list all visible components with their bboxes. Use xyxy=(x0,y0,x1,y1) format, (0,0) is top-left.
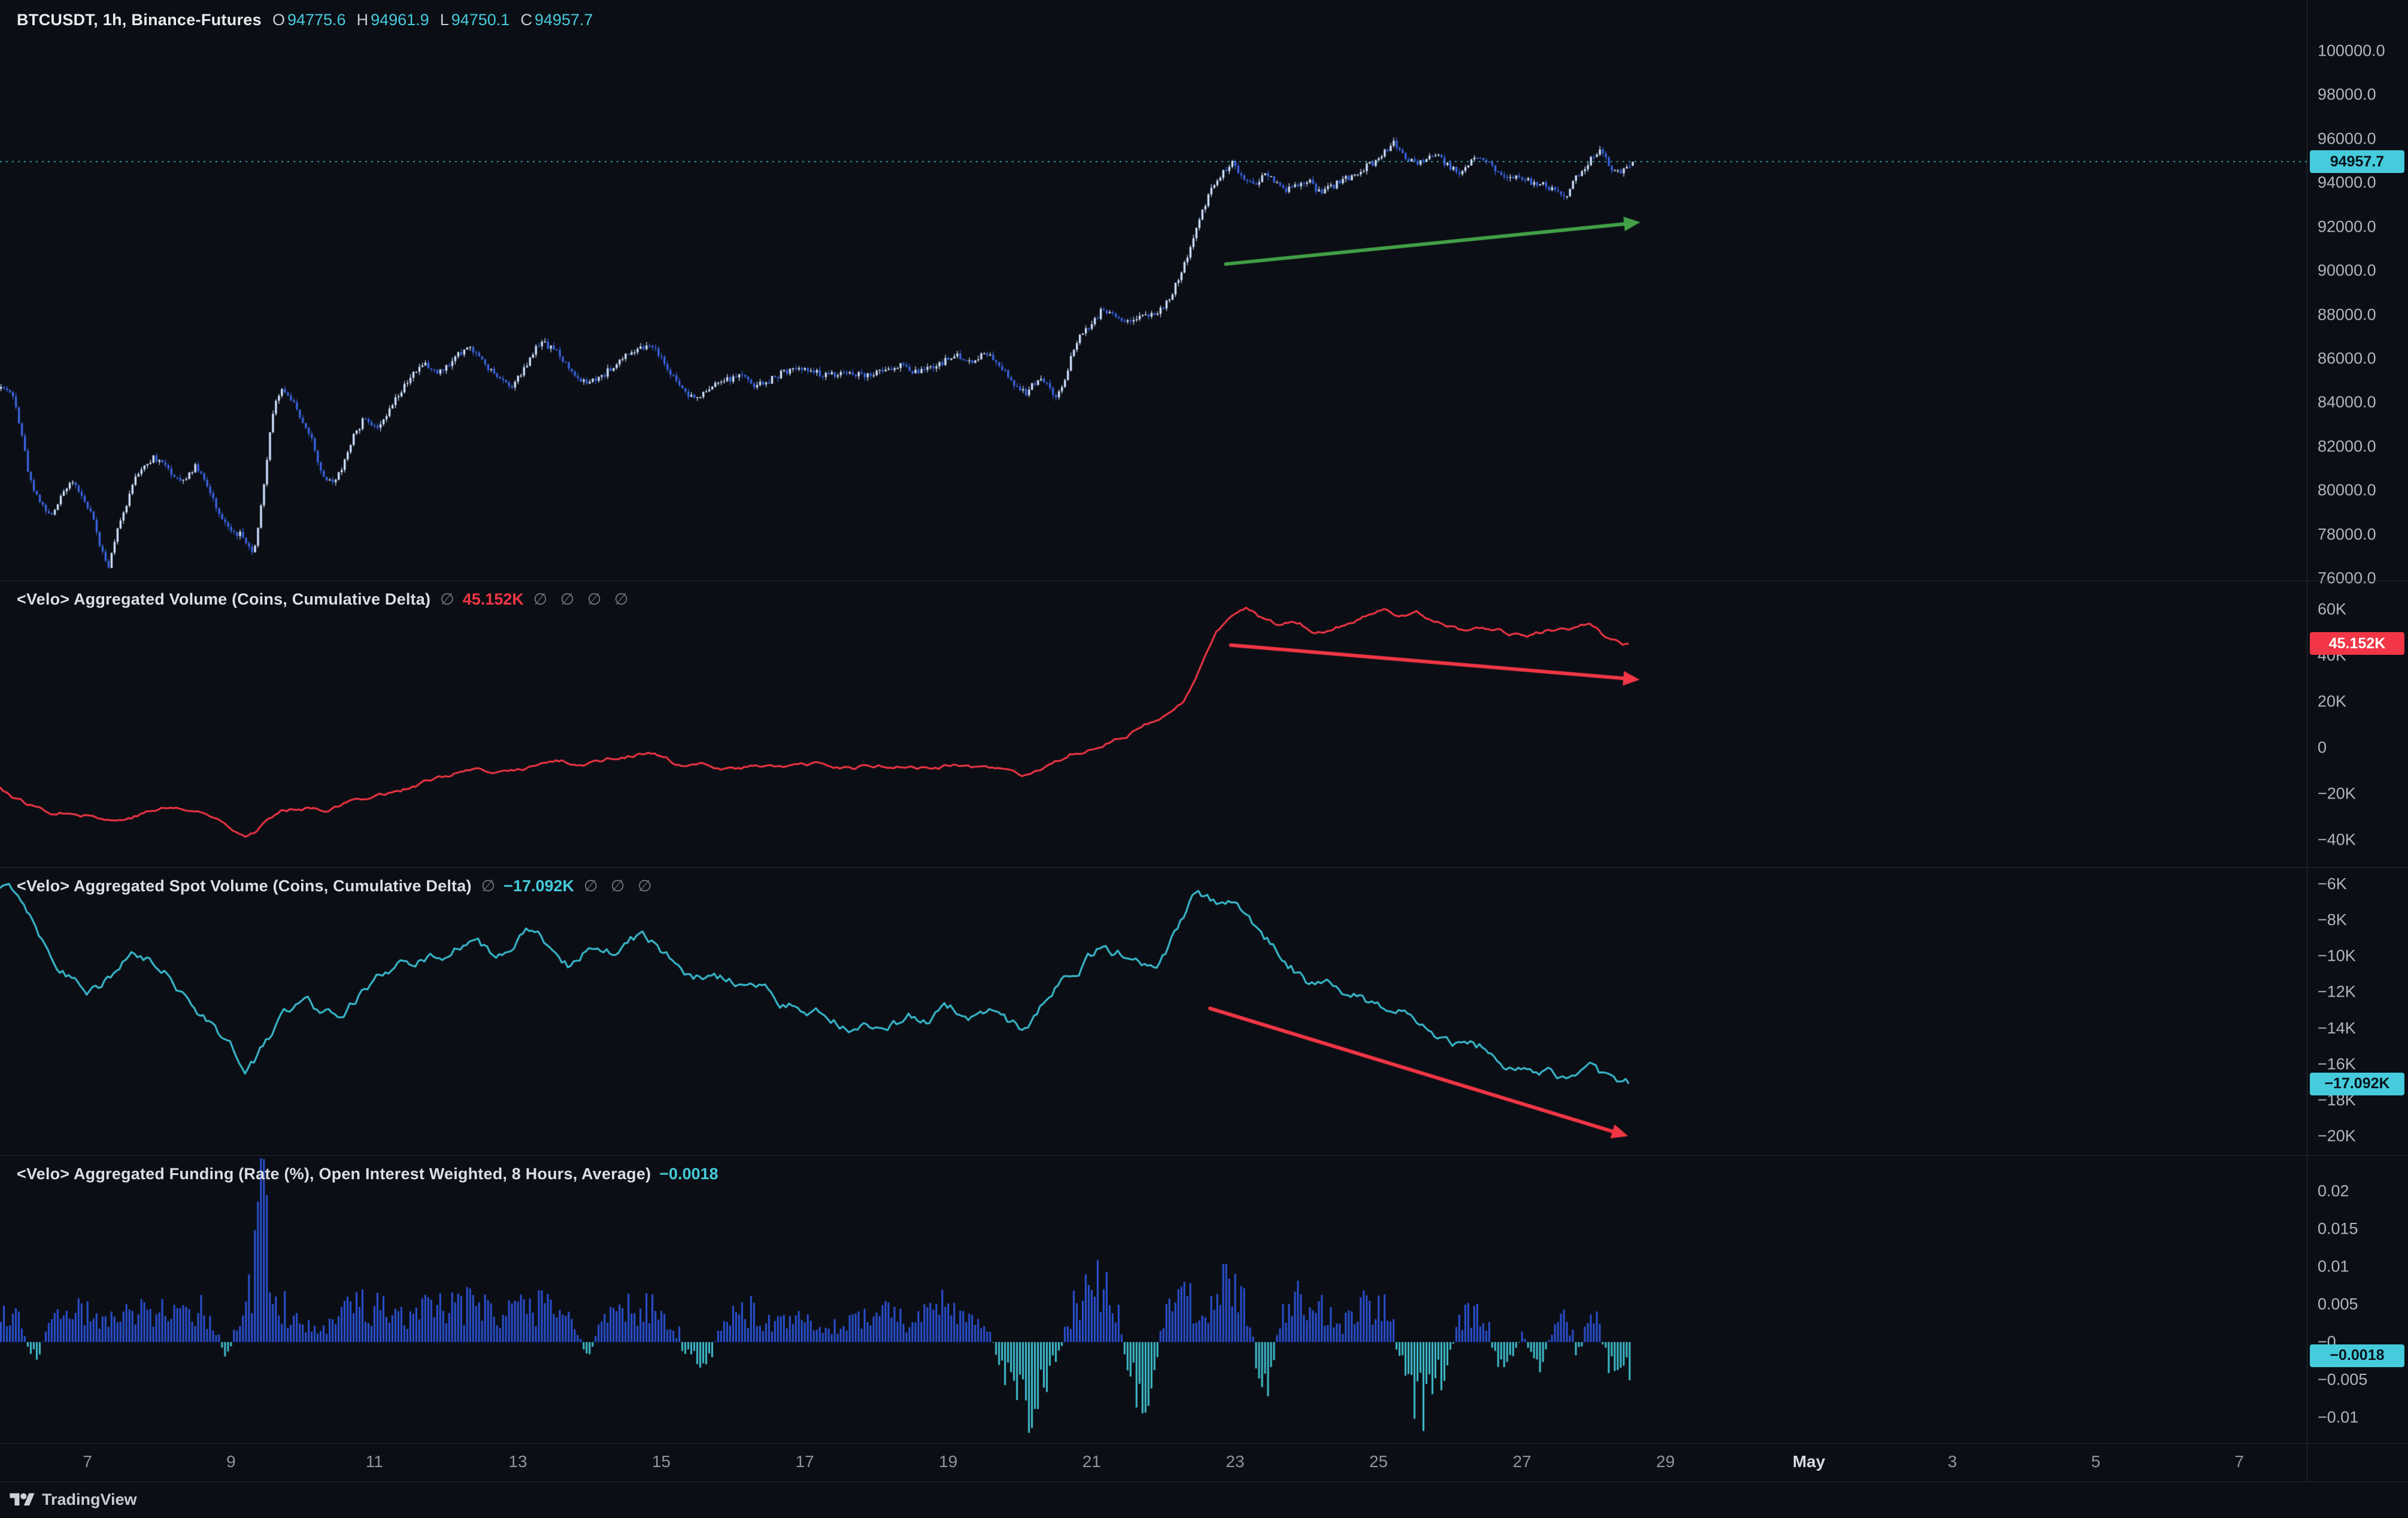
funding-title[interactable]: <Velo> Aggregated Funding (Rate (%), Ope… xyxy=(17,1165,651,1183)
tradingview-brand-text[interactable]: TradingView xyxy=(42,1490,137,1508)
aggregated-volume-canvas[interactable] xyxy=(0,581,2307,867)
price-tick-label: 80000.0 xyxy=(2318,481,2376,499)
price-tag: 94957.7 xyxy=(2310,150,2404,174)
price-tick-label: 20K xyxy=(2318,692,2347,711)
funding-pane[interactable]: <Velo> Aggregated Funding (Rate (%), Ope… xyxy=(0,1155,2307,1443)
high-label: H xyxy=(356,11,369,29)
price-tick-label: 90000.0 xyxy=(2318,261,2376,280)
aggregated-volume-pane[interactable]: <Velo> Aggregated Volume (Coins, Cumulat… xyxy=(0,581,2307,867)
spot-volume-pane[interactable]: <Velo> Aggregated Spot Volume (Coins, Cu… xyxy=(0,867,2307,1155)
price-tick-label: −0.01 xyxy=(2318,1408,2359,1426)
price-tick-label: −0.005 xyxy=(2318,1370,2368,1389)
price-tick-label: 0.005 xyxy=(2318,1295,2358,1313)
funding-canvas[interactable] xyxy=(0,1155,2307,1443)
price-tick-label: −6K xyxy=(2318,875,2347,893)
spot-volume-title[interactable]: <Velo> Aggregated Spot Volume (Coins, Cu… xyxy=(17,877,472,895)
price-tick-label: 0 xyxy=(2318,738,2327,757)
time-tick-label[interactable]: 23 xyxy=(1226,1452,1245,1471)
footer-bar: TradingView xyxy=(0,1481,2408,1518)
price-tick-label: 60K xyxy=(2318,600,2347,618)
time-tick-label[interactable]: 13 xyxy=(508,1452,527,1471)
pane-separator[interactable] xyxy=(0,867,2408,868)
price-tick-label: 76000.0 xyxy=(2318,569,2376,587)
spot-volume-value: −17.092K xyxy=(504,877,575,895)
price-tag: −17.092K xyxy=(2310,1072,2404,1095)
time-tick-label[interactable]: 27 xyxy=(1512,1452,1531,1471)
time-tick-label[interactable]: 15 xyxy=(651,1452,671,1471)
time-tick-label[interactable]: 9 xyxy=(226,1452,236,1471)
symbol-title[interactable]: BTCUSDT, 1h, Binance-Futures xyxy=(17,11,262,29)
time-tick-label[interactable]: May xyxy=(1793,1452,1825,1471)
time-tick-label[interactable]: 7 xyxy=(2234,1452,2244,1471)
time-axis[interactable]: 7 9 11 13 15 17 19 21 23 25 27 29 May 3 5 7 xyxy=(0,1443,2408,1481)
price-tick-label: 94000.0 xyxy=(2318,173,2376,192)
price-tag: 45.152K xyxy=(2310,632,2404,655)
price-tick-label: 0.02 xyxy=(2318,1182,2349,1200)
aggregated-volume-value: 45.152K xyxy=(462,590,524,608)
low-label: L xyxy=(439,11,449,29)
price-tick-label: −8K xyxy=(2318,910,2347,929)
time-tick-label[interactable]: 21 xyxy=(1082,1452,1101,1471)
hidden-plot-values: ∅ ∅ ∅ xyxy=(584,877,652,895)
price-tick-label: −16K xyxy=(2318,1055,2356,1073)
price-tick-label: 98000.0 xyxy=(2318,85,2376,104)
price-tick-label: 82000.0 xyxy=(2318,437,2376,456)
price-tick-label: 78000.0 xyxy=(2318,525,2376,544)
price-tick-label: 86000.0 xyxy=(2318,349,2376,368)
price-axis[interactable]: 100000.0 98000.0 96000.0 94000.0 92000.0 9000… xyxy=(2307,0,2408,1481)
pane-separator[interactable] xyxy=(0,1155,2408,1156)
price-tick-label: 100000.0 xyxy=(2318,41,2385,60)
aggregated-volume-legend: <Velo> Aggregated Volume (Coins, Cumulat… xyxy=(17,590,628,609)
close-value: 94957.7 xyxy=(534,11,593,29)
price-tick-label: 0.01 xyxy=(2318,1257,2349,1276)
close-label: C xyxy=(520,11,532,29)
footer-separator xyxy=(0,1481,2408,1482)
high-value: 94961.9 xyxy=(371,11,429,29)
hidden-plot-values: ∅ xyxy=(481,877,496,895)
time-tick-label[interactable]: 19 xyxy=(939,1452,958,1471)
price-tag: −0.0018 xyxy=(2310,1344,2404,1367)
price-tick-label: 92000.0 xyxy=(2318,217,2376,236)
time-tick-label[interactable]: 7 xyxy=(83,1452,92,1471)
price-tick-label: −40K xyxy=(2318,830,2356,849)
price-tick-label: 96000.0 xyxy=(2318,129,2376,148)
price-chart-canvas[interactable] xyxy=(0,0,2307,581)
time-tick-label[interactable]: 3 xyxy=(1948,1452,1957,1471)
price-tick-label: 88000.0 xyxy=(2318,305,2376,324)
time-tick-label[interactable]: 25 xyxy=(1369,1452,1388,1471)
price-tick-label: −10K xyxy=(2318,946,2356,965)
price-tick-label: −20K xyxy=(2318,1127,2356,1145)
hidden-plot-values: ∅ xyxy=(440,590,454,608)
time-axis-separator xyxy=(0,1443,2408,1444)
funding-legend: <Velo> Aggregated Funding (Rate (%), Ope… xyxy=(17,1165,718,1183)
tradingview-logo-icon[interactable] xyxy=(10,1490,35,1510)
time-tick-label[interactable]: 29 xyxy=(1656,1452,1675,1471)
time-tick-label[interactable]: 11 xyxy=(365,1452,383,1471)
price-tick-label: 84000.0 xyxy=(2318,393,2376,411)
price-tick-label: −12K xyxy=(2318,982,2356,1001)
price-tick-label: −20K xyxy=(2318,784,2356,803)
open-value: 94775.6 xyxy=(287,11,346,29)
price-tick-label: 0.015 xyxy=(2318,1219,2358,1238)
time-tick-label[interactable]: 17 xyxy=(795,1452,814,1471)
aggregated-volume-title[interactable]: <Velo> Aggregated Volume (Coins, Cumulat… xyxy=(17,590,431,608)
spot-volume-legend: <Velo> Aggregated Spot Volume (Coins, Cu… xyxy=(17,877,652,895)
funding-value: −0.0018 xyxy=(659,1165,718,1183)
price-tick-label: −14K xyxy=(2318,1019,2356,1037)
time-tick-label[interactable]: 5 xyxy=(2091,1452,2101,1471)
open-label: O xyxy=(272,11,285,29)
hidden-plot-values: ∅ ∅ ∅ ∅ xyxy=(533,590,629,608)
spot-volume-canvas[interactable] xyxy=(0,867,2307,1155)
low-value: 94750.1 xyxy=(451,11,510,29)
